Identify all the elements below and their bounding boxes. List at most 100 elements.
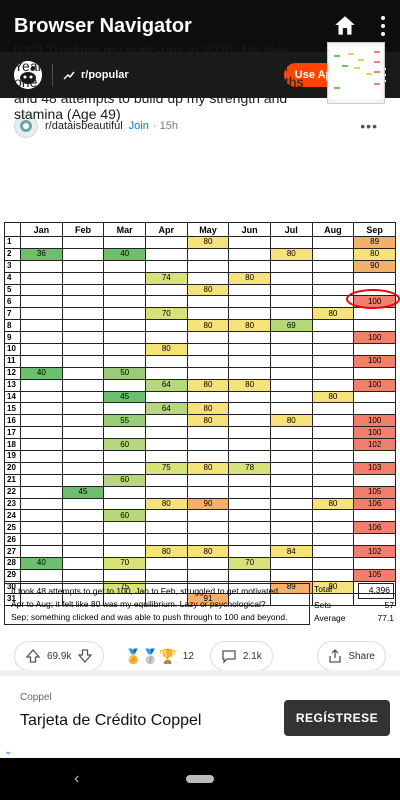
vote-count: 69.9k xyxy=(47,650,72,662)
day-number: 9 xyxy=(4,331,21,345)
pushup-cell xyxy=(228,533,271,547)
join-button[interactable]: Join xyxy=(128,120,149,132)
sets-value: 57 xyxy=(384,599,394,610)
pushup-cell xyxy=(61,461,105,475)
pushup-cell xyxy=(103,568,146,582)
back-icon[interactable]: ‹ xyxy=(74,770,80,787)
pushup-cell xyxy=(61,259,105,273)
pushup-cell: 80 xyxy=(144,343,188,356)
day-number: 17 xyxy=(4,426,21,440)
home-pill[interactable] xyxy=(186,775,214,783)
day-number: 22 xyxy=(4,485,21,499)
day-number: 27 xyxy=(4,545,21,559)
table-row: 11 100 xyxy=(4,354,396,368)
pushup-cell: 105 xyxy=(353,568,396,582)
pushup-cell xyxy=(269,438,313,452)
day-number: 5 xyxy=(4,283,21,297)
note-line: Sep; something clicked and was able to p… xyxy=(11,612,288,622)
day-number: 18 xyxy=(4,438,21,452)
pushup-cell xyxy=(20,497,63,511)
subreddit-avatar[interactable] xyxy=(14,114,38,138)
pushup-cell xyxy=(144,414,188,428)
day-number: 3 xyxy=(4,259,21,273)
post-options-icon[interactable]: ••• xyxy=(360,118,378,134)
comments-count: 2.1k xyxy=(242,650,262,662)
downvote-icon[interactable] xyxy=(77,648,93,664)
pushup-cell xyxy=(103,319,146,333)
ad-chevron-icon[interactable]: ⌄ xyxy=(4,746,13,757)
pushup-cell xyxy=(61,390,105,404)
pushup-cell: 80 xyxy=(311,390,355,404)
pushup-cell xyxy=(20,236,63,249)
pushup-cell: 55 xyxy=(103,414,146,428)
pushup-cell xyxy=(103,354,146,368)
table-row: 10 80 xyxy=(4,343,396,356)
system-nav-bar: ‹ xyxy=(0,758,400,800)
reddit-logo-icon[interactable] xyxy=(14,61,42,89)
comments-button[interactable]: 2.1k xyxy=(209,641,273,671)
pushup-cell xyxy=(186,485,230,499)
pushup-cell xyxy=(186,438,230,452)
day-number: 12 xyxy=(4,366,21,380)
pushup-cell xyxy=(186,295,230,309)
upvote-icon[interactable] xyxy=(25,648,41,664)
pushup-cell xyxy=(20,485,63,499)
pushup-cell xyxy=(61,236,105,249)
table-row: 27 80 80 84 102 xyxy=(4,545,396,559)
subreddit-selector[interactable]: r/popular xyxy=(63,69,284,81)
day-number: 13 xyxy=(4,378,21,392)
pushup-cell xyxy=(103,450,146,463)
pushup-cell xyxy=(61,354,105,368)
table-row: 2 36 40 80 80 xyxy=(4,247,396,261)
post-thumbnail[interactable] xyxy=(327,42,385,104)
home-icon[interactable] xyxy=(332,13,358,39)
ad-headline[interactable]: Tarjeta de Crédito Coppel xyxy=(20,712,202,729)
pushup-cell xyxy=(20,473,63,487)
pushup-cell xyxy=(103,295,146,309)
pushup-cell: 103 xyxy=(353,461,396,475)
post-title[interactable]: [OC] Tracking my push-ups in 2020. My Ne… xyxy=(14,42,304,122)
pushup-cell xyxy=(61,414,105,428)
pushup-cell: 80 xyxy=(186,236,230,249)
pushup-cell: 45 xyxy=(61,485,105,499)
day-number: 14 xyxy=(4,390,21,404)
table-row: 29 105 xyxy=(4,568,396,582)
day-number: 28 xyxy=(4,557,21,570)
pushup-cell xyxy=(311,414,355,428)
post-subreddit[interactable]: r/dataisbeautiful xyxy=(45,120,123,132)
month-header: Mar xyxy=(103,222,146,237)
pushup-cell: 80 xyxy=(186,545,230,559)
app-bar: Browser Navigator xyxy=(0,0,400,52)
pushup-cell xyxy=(20,545,63,559)
pushup-cell xyxy=(20,461,63,475)
pushup-cell xyxy=(144,390,188,404)
pushup-cell xyxy=(269,343,313,356)
pushup-cell: 74 xyxy=(144,271,188,285)
pushup-cell xyxy=(20,414,63,428)
table-row: 19 xyxy=(4,450,396,463)
pushup-cell xyxy=(186,354,230,368)
awards-button[interactable]: 🏅🥈🏆 12 xyxy=(114,641,203,671)
ad-banner[interactable]: Coppel Tarjeta de Crédito Coppel REGÍSTR… xyxy=(0,670,400,758)
pushup-cell xyxy=(311,533,355,547)
pushup-cell: 40 xyxy=(20,366,63,380)
pushup-cell xyxy=(61,366,105,380)
month-header: Aug xyxy=(311,222,355,237)
pushup-cell xyxy=(61,307,105,321)
table-row: 6 100 xyxy=(4,295,396,309)
more-options-icon[interactable] xyxy=(380,16,386,36)
table-row: 24 60 xyxy=(4,509,396,523)
pushup-cell xyxy=(353,366,396,380)
pushup-cell xyxy=(20,319,63,333)
ad-register-button[interactable]: REGÍSTRESE xyxy=(284,700,390,736)
day-number: 26 xyxy=(4,533,21,547)
pushup-cell xyxy=(20,307,63,321)
share-button[interactable]: Share xyxy=(317,641,386,671)
day-number: 25 xyxy=(4,521,21,535)
pushup-cell xyxy=(103,533,146,547)
pushup-cell xyxy=(228,426,271,440)
pushup-cell: 64 xyxy=(144,402,188,416)
pushup-cell: 80 xyxy=(228,271,271,285)
pushup-cell: 100 xyxy=(353,331,396,345)
pushup-cell xyxy=(269,283,313,297)
